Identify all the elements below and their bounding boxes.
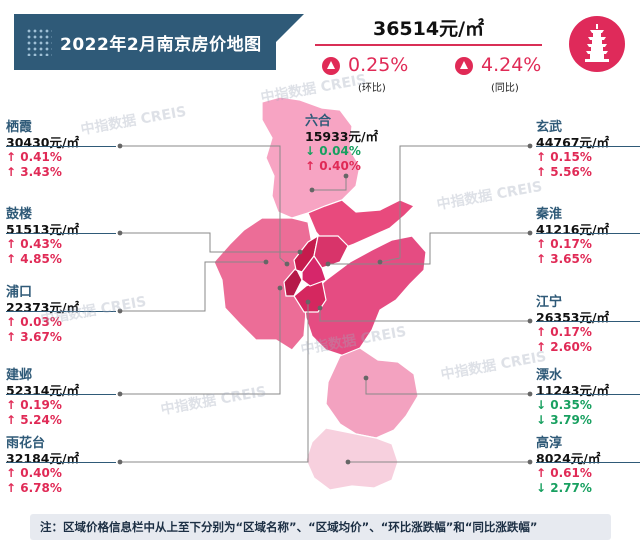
- leader-line-pukou: [120, 261, 266, 312]
- district-mom: ↑ 0.43%: [6, 237, 62, 251]
- district-card-qinhuai: 秦淮 41216元/㎡ ↑ 0.17% ↑ 3.65%: [536, 207, 640, 266]
- leader-line-lishui: [365, 378, 530, 395]
- district-mom: ↑ 0.17%: [536, 237, 592, 251]
- district-name: 建邺: [6, 368, 33, 383]
- card-divider: [6, 311, 116, 312]
- district-mom: ↑ 0.03%: [6, 315, 62, 329]
- district-mom: ↑ 0.41%: [6, 150, 62, 164]
- city-yoy-label: (同比): [491, 83, 519, 94]
- leader-line-qixia: [120, 145, 288, 265]
- district-card-pukou: 浦口 22373元/㎡ ↑ 0.03% ↑ 3.67%: [6, 285, 116, 344]
- district-price: 11243元/㎡: [536, 383, 610, 398]
- district-yoy: ↑ 3.67%: [6, 329, 62, 344]
- pagoda-icon: [569, 16, 625, 72]
- district-yoy: ↑ 4.85%: [6, 251, 62, 266]
- average-divider: [315, 44, 542, 46]
- leader-line-yuhuatai: [120, 302, 309, 463]
- footnote: 注：区域价格信息栏中从上至下分别为“区域名称”、“区域均价”、“环比涨跌幅”和“…: [30, 514, 611, 540]
- region-jiangning: [303, 235, 427, 357]
- leader-line-jiangning: [319, 308, 530, 322]
- district-card-gulou: 鼓楼 51513元/㎡ ↑ 0.43% ↑ 4.85%: [6, 207, 116, 266]
- district-mom: ↓ 0.35%: [536, 398, 592, 412]
- district-mom: ↑ 0.15%: [536, 150, 592, 164]
- district-name: 栖霞: [6, 120, 33, 135]
- card-divider: [536, 321, 640, 322]
- district-name: 六合: [305, 114, 332, 129]
- district-card-gaochun: 高淳 8024元/㎡ ↑ 0.61% ↓ 2.77%: [536, 436, 640, 495]
- district-price: 26353元/㎡: [536, 310, 610, 325]
- district-name: 秦淮: [536, 207, 563, 222]
- card-divider: [536, 146, 640, 147]
- district-mom: ↑ 0.19%: [6, 398, 62, 412]
- district-name: 雨花台: [6, 436, 46, 451]
- region-qinhuai: [301, 254, 327, 287]
- map-title: 2022年2月南京房价地图: [60, 35, 262, 55]
- region-jianye: [283, 266, 303, 297]
- district-yoy: ↑ 5.24%: [6, 412, 62, 427]
- district-card-yuhuatai: 雨花台 32184元/㎡ ↑ 0.40% ↑ 6.78%: [6, 436, 116, 495]
- card-divider: [536, 462, 640, 463]
- district-card-jianye: 建邺 52314元/㎡ ↑ 0.19% ↑ 5.24%: [6, 368, 116, 427]
- region-yuhuatai: [293, 279, 327, 313]
- district-price: 15933元/㎡: [305, 129, 379, 144]
- city-mom-label: (环比): [358, 83, 386, 94]
- district-yoy: ↓ 3.79%: [536, 412, 592, 427]
- leader-line-liuhe: [312, 176, 347, 191]
- leader-line-xuanwu: [379, 145, 530, 263]
- region-gaochun: [305, 427, 399, 491]
- district-price: 44767元/㎡: [536, 135, 610, 150]
- card-divider: [6, 462, 116, 463]
- district-price: 22373元/㎡: [6, 300, 80, 315]
- city-yoy-value: 4.24%: [481, 54, 542, 76]
- leader-line-gulou: [120, 232, 300, 253]
- district-card-lishui: 溧水 11243元/㎡ ↓ 0.35% ↓ 3.79%: [536, 368, 640, 427]
- district-price: 30430元/㎡: [6, 135, 80, 150]
- district-yoy: ↑ 5.56%: [536, 164, 592, 179]
- up-triangle-icon: [455, 57, 473, 75]
- district-yoy: ↑ 0.40%: [305, 158, 361, 173]
- dot-grid-decoration: [26, 28, 52, 56]
- card-divider: [6, 394, 116, 395]
- district-name: 江宁: [536, 295, 563, 310]
- city-average-price: 36514元/㎡: [372, 18, 485, 40]
- district-mom: ↑ 0.17%: [536, 325, 592, 339]
- district-name: 溧水: [536, 368, 563, 383]
- district-mom: ↑ 0.61%: [536, 466, 592, 480]
- district-card-qixia: 栖霞 30430元/㎡ ↑ 0.41% ↑ 3.43%: [6, 120, 116, 179]
- district-card-jiangning: 江宁 26353元/㎡ ↑ 0.17% ↑ 2.60%: [536, 295, 640, 354]
- district-price: 32184元/㎡: [6, 451, 80, 466]
- district-mom: ↑ 0.40%: [6, 466, 62, 480]
- card-divider: [536, 233, 640, 234]
- region-lishui: [325, 347, 419, 439]
- district-price: 52314元/㎡: [6, 383, 80, 398]
- district-card-liuhe: 六合 15933元/㎡ ↓ 0.04% ↑ 0.40%: [305, 114, 415, 173]
- district-name: 玄武: [536, 120, 563, 135]
- district-price: 41216元/㎡: [536, 222, 610, 237]
- district-card-xuanwu: 玄武 44767元/㎡ ↑ 0.15% ↑ 5.56%: [536, 120, 640, 179]
- district-yoy: ↑ 6.78%: [6, 480, 62, 495]
- up-triangle-icon: [322, 57, 340, 75]
- district-name: 高淳: [536, 436, 563, 451]
- title-banner: 2022年2月南京房价地图: [14, 14, 276, 70]
- district-price: 51513元/㎡: [6, 222, 80, 237]
- district-yoy: ↑ 2.60%: [536, 339, 592, 354]
- district-name: 鼓楼: [6, 207, 33, 222]
- district-yoy: ↑ 3.43%: [6, 164, 62, 179]
- district-price: 8024元/㎡: [536, 451, 601, 466]
- district-name: 浦口: [6, 285, 33, 300]
- title-banner-notch: [276, 14, 304, 70]
- leader-line-jianye: [120, 288, 281, 395]
- card-divider: [536, 394, 640, 395]
- district-mom: ↓ 0.04%: [305, 144, 361, 158]
- district-yoy: ↑ 3.65%: [536, 251, 592, 266]
- card-divider: [6, 146, 116, 147]
- district-yoy: ↓ 2.77%: [536, 480, 592, 495]
- city-mom-value: 0.25%: [348, 54, 409, 76]
- card-divider: [6, 233, 116, 234]
